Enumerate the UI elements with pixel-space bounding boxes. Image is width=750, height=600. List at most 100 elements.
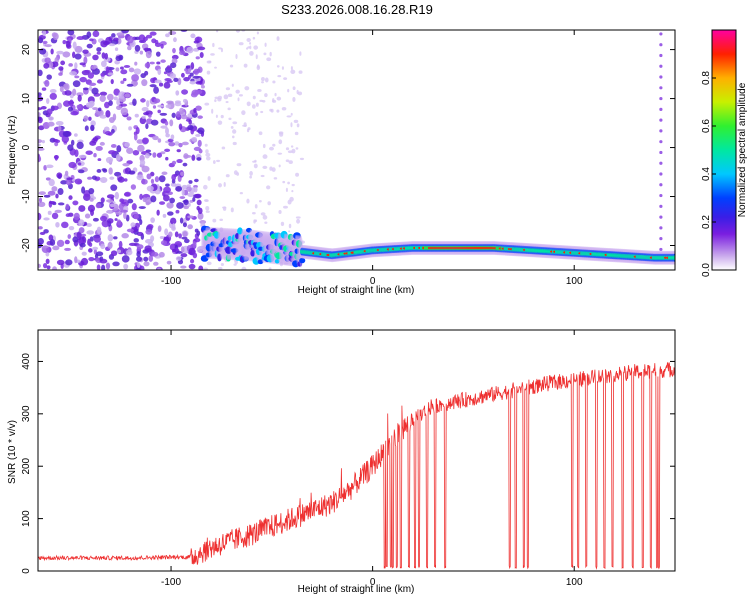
- spectral-blob: [101, 264, 106, 270]
- spectral-blob: [143, 256, 149, 262]
- spectral-blob: [105, 262, 111, 270]
- spectral-blob: [235, 30, 241, 33]
- spectral-blob: [276, 36, 280, 41]
- spectral-blob: [89, 198, 94, 202]
- spectral-blob: [143, 47, 152, 51]
- spectral-blob: [659, 75, 663, 79]
- spectral-blob: [79, 62, 86, 66]
- spectral-blob: [193, 146, 202, 152]
- spectral-blob: [183, 205, 190, 210]
- spectral-blob: [180, 171, 185, 176]
- spectral-blob: [160, 125, 168, 129]
- spectral-blob: [259, 99, 264, 102]
- spectral-blob: [181, 184, 188, 190]
- spectral-blob: [169, 73, 176, 79]
- spectral-blob: [72, 236, 79, 243]
- spectral-blob: [99, 95, 106, 103]
- spectral-blob: [74, 53, 82, 60]
- spectral-blob: [52, 105, 59, 111]
- spectral-blob: [247, 127, 251, 131]
- spectral-blob: [126, 83, 134, 87]
- spectral-blob: [179, 50, 186, 56]
- spectral-blob: [88, 187, 95, 195]
- spectral-blob: [193, 108, 197, 113]
- spectral-blob: [299, 157, 305, 161]
- spectral-blob: [145, 123, 149, 130]
- spectral-blob: [293, 119, 299, 124]
- spectral-blob: [197, 139, 202, 148]
- spectral-blob: [246, 101, 251, 107]
- spectral-blob: [133, 238, 139, 243]
- spectral-blob: [273, 177, 278, 180]
- spectral-blob: [255, 102, 259, 107]
- spectral-blob: [116, 249, 122, 254]
- spectral-blob: [47, 121, 55, 127]
- spectral-blob: [38, 154, 41, 162]
- spectral-blob: [175, 256, 182, 261]
- spectral-blob: [237, 97, 240, 102]
- spectral-blob: [118, 240, 123, 249]
- spectrogram-marks: [38, 30, 675, 270]
- spectral-blob: [55, 121, 64, 126]
- spectral-blob: [38, 139, 43, 144]
- spectral-blob: [243, 63, 248, 68]
- spectral-blob: [244, 86, 250, 91]
- spectral-blob: [266, 57, 272, 62]
- spectral-blob: [232, 141, 237, 146]
- spectral-blob: [38, 92, 42, 97]
- spectral-blob: [112, 37, 119, 42]
- spectral-blob: [189, 72, 194, 77]
- spectral-blob: [180, 265, 187, 269]
- spectral-blob: [181, 188, 185, 196]
- spectral-blob: [130, 222, 136, 228]
- spectral-blob: [262, 143, 266, 149]
- spectral-blob: [110, 128, 115, 134]
- spectral-blob: [146, 173, 152, 180]
- spectral-blob: [659, 64, 663, 68]
- spectral-blob: [122, 162, 130, 167]
- spectral-blob: [106, 209, 112, 214]
- spectral-blob: [198, 265, 204, 270]
- spectral-blob: [45, 164, 54, 169]
- chart-title: S233.2026.008.16.28.R19: [281, 2, 433, 17]
- spectral-blob: [131, 74, 139, 82]
- spectral-blob: [181, 72, 185, 78]
- spectral-blob: [92, 107, 99, 111]
- spectral-blob: [659, 53, 663, 58]
- spectral-blob: [138, 40, 147, 44]
- spectral-blob: [38, 69, 43, 77]
- spectral-blob: [147, 224, 154, 230]
- snr-xlabel: Height of straight line (km): [298, 584, 415, 595]
- spectral-blob: [130, 184, 137, 190]
- spectral-blob: [70, 139, 75, 146]
- spectral-blob: [178, 142, 183, 148]
- spectral-blob: [206, 261, 212, 266]
- spectral-blob: [38, 143, 41, 147]
- spectral-blob: [144, 153, 150, 159]
- spectral-blob: [291, 148, 296, 154]
- spectral-blob: [164, 148, 171, 153]
- spectral-blob: [180, 253, 188, 258]
- spectral-blob: [182, 98, 188, 103]
- spectral-blob: [48, 234, 54, 241]
- spectral-blob: [195, 56, 200, 60]
- spectral-blob: [230, 125, 234, 129]
- spectral-blob: [73, 212, 80, 221]
- spectral-blob: [156, 209, 160, 216]
- spectral-blob: [38, 191, 46, 196]
- colorbar-tick-label: 0.6: [701, 119, 712, 133]
- spectral-blob: [139, 159, 146, 166]
- spectral-blob: [164, 228, 169, 236]
- spectral-blob: [276, 96, 282, 101]
- spectral-blob: [292, 97, 296, 102]
- spectral-blob: [290, 145, 294, 148]
- spectral-blob: [283, 77, 288, 81]
- spectral-blob: [157, 138, 162, 143]
- spectral-blob: [64, 90, 72, 96]
- spectral-blob: [88, 116, 92, 121]
- spectral-blob: [107, 72, 114, 76]
- spectral-blob: [203, 267, 209, 270]
- spectral-blob: [150, 195, 157, 203]
- spectral-blob: [171, 54, 179, 60]
- spectral-blob: [223, 94, 229, 100]
